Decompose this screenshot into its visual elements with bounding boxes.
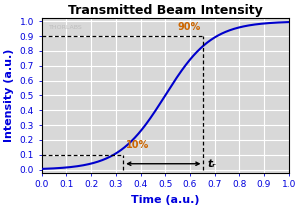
- Text: tᵣ: tᵣ: [207, 159, 215, 169]
- Text: 90%: 90%: [178, 22, 201, 32]
- Y-axis label: Intensity (a.u.): Intensity (a.u.): [4, 49, 14, 142]
- Text: 10%: 10%: [126, 140, 149, 150]
- Text: THORLABS: THORLABS: [49, 24, 83, 29]
- X-axis label: Time (a.u.): Time (a.u.): [131, 195, 200, 205]
- Title: Transmitted Beam Intensity: Transmitted Beam Intensity: [68, 4, 262, 17]
